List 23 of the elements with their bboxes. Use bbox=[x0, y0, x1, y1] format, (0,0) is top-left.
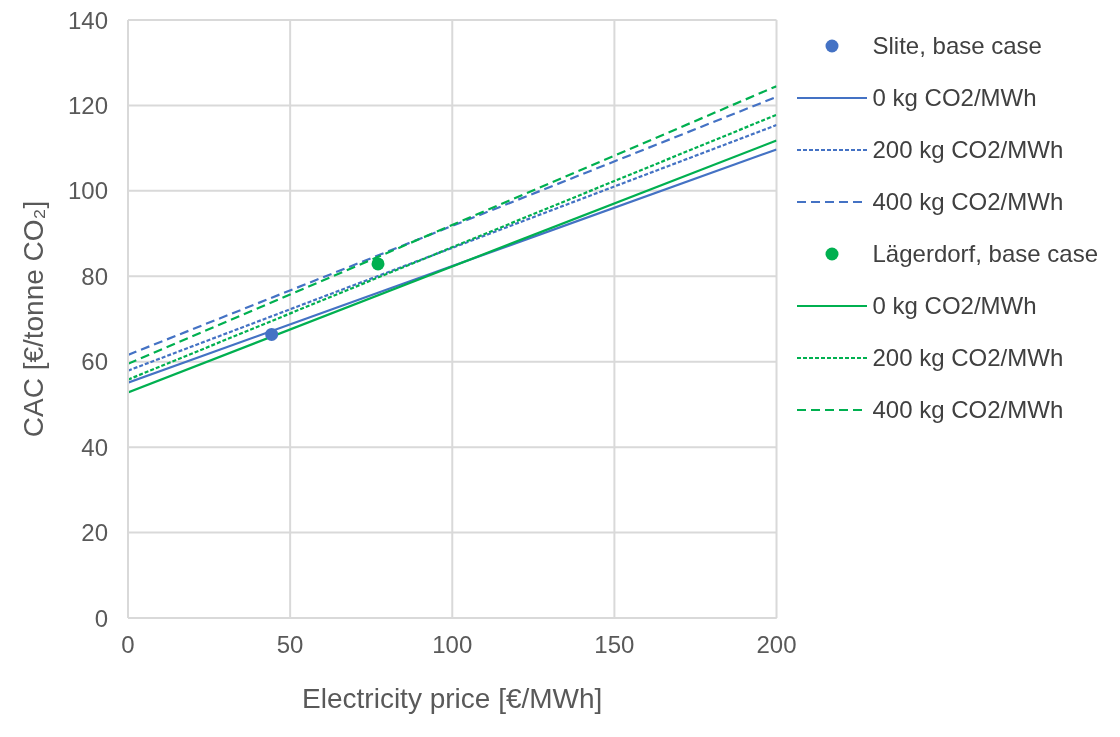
legend-label: Slite, base case bbox=[872, 32, 1042, 60]
y-tick-label: 140 bbox=[67, 6, 108, 34]
y-tick-label: 100 bbox=[67, 177, 108, 205]
x-axis-title: Electricity price [€/MWh] bbox=[302, 683, 603, 714]
x-tick-label: 150 bbox=[594, 631, 635, 659]
x-tick-label: 200 bbox=[756, 631, 797, 659]
y-tick-label: 120 bbox=[67, 91, 108, 119]
y-tick-label: 20 bbox=[81, 519, 108, 547]
legend-label: 200 kg CO2/MWh bbox=[872, 136, 1064, 164]
legend-label: 0 kg CO2/MWh bbox=[872, 84, 1037, 112]
x-tick-label: 100 bbox=[432, 631, 473, 659]
legend-label: 0 kg CO2/MWh bbox=[872, 292, 1037, 320]
y-tick-label: 80 bbox=[81, 262, 108, 290]
legend-label: Lägerdorf, base case bbox=[872, 240, 1098, 268]
y-tick-label: 40 bbox=[81, 433, 108, 461]
x-tick-label: 50 bbox=[276, 631, 304, 659]
y-axis-title: CAC [€/tonne CO₂] bbox=[17, 200, 49, 438]
legend-label: 400 kg CO2/MWh bbox=[872, 188, 1064, 216]
y-tick-label: 0 bbox=[94, 604, 108, 632]
y-tick-label: 60 bbox=[81, 348, 108, 376]
legend-label: 400 kg CO2/MWh bbox=[872, 396, 1064, 424]
x-tick-label: 0 bbox=[121, 631, 135, 659]
legend-label: 200 kg CO2/MWh bbox=[872, 344, 1064, 372]
